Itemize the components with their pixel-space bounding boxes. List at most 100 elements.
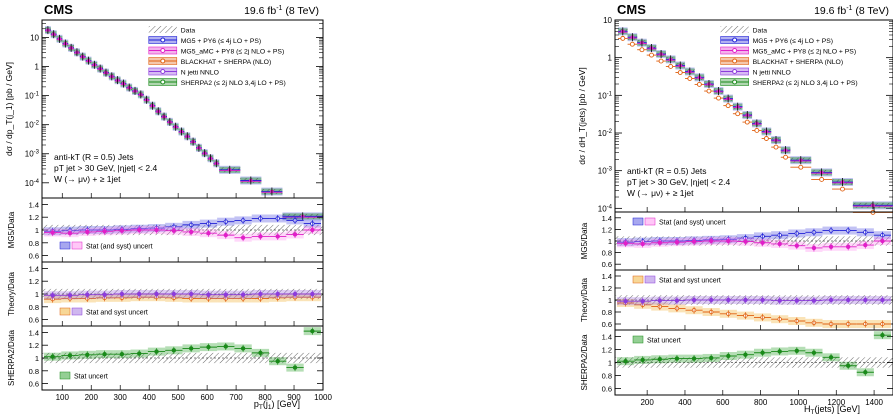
y-axis-label: dσ / dp_T(j_1) [pb / GeV] xyxy=(4,62,14,156)
legend-marker xyxy=(160,48,166,53)
legend-marker xyxy=(732,48,738,53)
blackhat-marker xyxy=(677,70,683,75)
ratio-panel-2: 1.4 1.2 1 0.8 0.6 Theory/Data Stat and syst un… xyxy=(580,269,893,331)
y-tick-label: 10-3 xyxy=(25,150,40,159)
ratio-tick-label: 0.6 xyxy=(29,380,39,389)
panel-legend-swatch xyxy=(71,241,83,250)
ratio-ylabel: Theory/Data xyxy=(7,271,16,316)
legend-label: N jetti NNLO xyxy=(181,70,219,77)
legend-marker xyxy=(732,69,738,74)
ratio-tick-label: 1.2 xyxy=(602,284,612,293)
ratio-tick-label: 1.4 xyxy=(602,333,612,342)
x-tick-label: 900 xyxy=(287,393,301,402)
panel-legend-label: Stat and syst uncert xyxy=(86,310,148,317)
data-uncert-band xyxy=(615,357,893,368)
x-tick-label: 1200 xyxy=(827,398,845,407)
ratio-tick-label: 1.2 xyxy=(29,341,39,350)
ratio-panel-3: 1.4 1.2 1 0.8 0.6 SHERPA2/Data Stat uncert xyxy=(7,325,324,391)
cms-label: CMS xyxy=(617,2,646,17)
annotation-2: pT jet > 30 GeV, |ηjet| < 2.4 xyxy=(627,177,730,187)
cms-label: CMS xyxy=(44,2,73,17)
legend-marker xyxy=(732,37,738,43)
y-tick-label: 10-2 xyxy=(598,129,613,138)
panel-legend-label: Stat uncert xyxy=(647,338,681,345)
luminosity-label: 19.6 fb-1 (8 TeV) xyxy=(244,5,319,17)
y-tick-label: 1 xyxy=(608,54,613,63)
y-tick-label: 10-3 xyxy=(598,167,613,176)
blackhat-marker xyxy=(706,88,712,94)
x-tick-label: 800 xyxy=(258,393,272,402)
panel-legend-swatch xyxy=(644,217,656,226)
blackhat-marker xyxy=(763,136,769,141)
ratio-tick-label: 0.6 xyxy=(29,316,39,325)
blackhat-marker xyxy=(798,164,804,170)
ratio-tick-label: 1.2 xyxy=(29,213,39,222)
ratio-tick-label: 1.2 xyxy=(29,277,39,286)
y-tick-label: 10-1 xyxy=(598,91,613,100)
chart-1: CMS 19.6 fb-1 (8 TeV) 10-4 10-3 10-2 10-1 1 10 d… xyxy=(4,2,332,411)
x-tick-label: 200 xyxy=(640,398,654,407)
ratio-tick-label: 1.2 xyxy=(602,225,612,234)
ratio-tick-label: 0.8 xyxy=(29,367,39,376)
blackhat-marker xyxy=(620,35,626,41)
blackhat-marker xyxy=(649,52,654,58)
blackhat-marker xyxy=(744,119,750,125)
blackhat-marker xyxy=(754,127,760,133)
legend-label: SHERPA2 (≤ 2j NLO 3,4j LO + PS) xyxy=(753,80,858,87)
x-tick-label: 800 xyxy=(754,398,768,407)
legend-marker xyxy=(732,79,738,85)
chart-2: CMS 19.6 fb-1 (8 TeV) 10-4 10-3 10-2 10-1 1 10 d… xyxy=(577,2,893,416)
blackhat-marker xyxy=(668,63,674,69)
legend-swatch xyxy=(720,26,749,33)
legend-marker xyxy=(160,69,166,74)
panel-legend-label: Stat (and syst) uncert xyxy=(659,220,726,227)
y-tick-label: 10 xyxy=(30,33,39,42)
panel-legend-swatch xyxy=(632,217,644,226)
legend-label: SHERPA2 (≤ 2j NLO 3,4j LO + PS) xyxy=(181,80,286,87)
ratio-tick-label: 0.6 xyxy=(602,320,612,329)
panel-legend-swatch xyxy=(644,275,656,284)
legend-marker xyxy=(160,79,166,85)
ratio-tick-label: 1 xyxy=(35,290,39,299)
ratio-ylabel: MG5/Data xyxy=(7,211,16,248)
ratio-tick-label: 1.2 xyxy=(602,346,612,355)
x-tick-label: 600 xyxy=(716,398,730,407)
luminosity-label: 19.6 fb-1 (8 TeV) xyxy=(814,5,889,17)
legend-label: N jetti NNLO xyxy=(753,70,791,77)
annotation-2: pT jet > 30 GeV, |ηjet| < 2.4 xyxy=(54,163,157,173)
legend-label: Data xyxy=(753,28,768,35)
legend-label: MG5_aMC + PY8 (≤ 2j NLO + PS) xyxy=(181,49,284,56)
ratio-tick-label: 0.6 xyxy=(602,260,612,269)
ratio-tick-label: 1.4 xyxy=(29,328,39,337)
annotation-1: anti-kT (R = 0.5) Jets xyxy=(627,166,706,176)
data-uncert-band xyxy=(615,236,893,246)
legend-label: BLACKHAT + SHERPA (NLO) xyxy=(753,59,843,66)
blackhat-marker xyxy=(658,58,664,64)
ratio-tick-label: 1.4 xyxy=(602,272,612,281)
ratio-panel-2: 1.4 1.2 1 0.8 0.6 Theory/Data Stat and syst un… xyxy=(7,261,324,327)
blackhat-marker xyxy=(725,103,731,109)
x-tick-label: 600 xyxy=(200,393,214,402)
ratio-panel-1: 1.4 1.2 1 0.8 0.6 MG5/Data Stat (and syst) unc… xyxy=(7,197,324,263)
x-tick-label: 300 xyxy=(114,393,128,402)
panel-legend-swatch xyxy=(59,307,71,316)
x-tick-label: 1000 xyxy=(314,393,332,402)
ratio-ylabel: SHERPA2/Data xyxy=(7,330,16,386)
ratio-tick-label: 1 xyxy=(608,359,612,368)
blackhat-marker xyxy=(783,154,789,160)
legend-label: BLACKHAT + SHERPA (NLO) xyxy=(181,59,271,66)
y-tick-label: 10-1 xyxy=(25,92,40,101)
legend-marker xyxy=(732,58,738,64)
x-tick-label: 400 xyxy=(143,393,157,402)
legend-label: MG5 + PY6 (≤ 4j LO + PS) xyxy=(181,38,261,45)
x-tick-label: 1000 xyxy=(790,398,808,407)
x-tick-label: 1400 xyxy=(865,398,883,407)
ratio-tick-label: 0.8 xyxy=(602,308,612,317)
ratio-tick-label: 1.4 xyxy=(29,200,39,209)
panel-legend-swatch xyxy=(59,371,71,380)
ratio-tick-label: 1 xyxy=(608,237,612,246)
ratio-tick-label: 1.4 xyxy=(602,214,612,223)
y-tick-label: 10 xyxy=(603,16,612,25)
x-tick-label: 200 xyxy=(85,393,99,402)
